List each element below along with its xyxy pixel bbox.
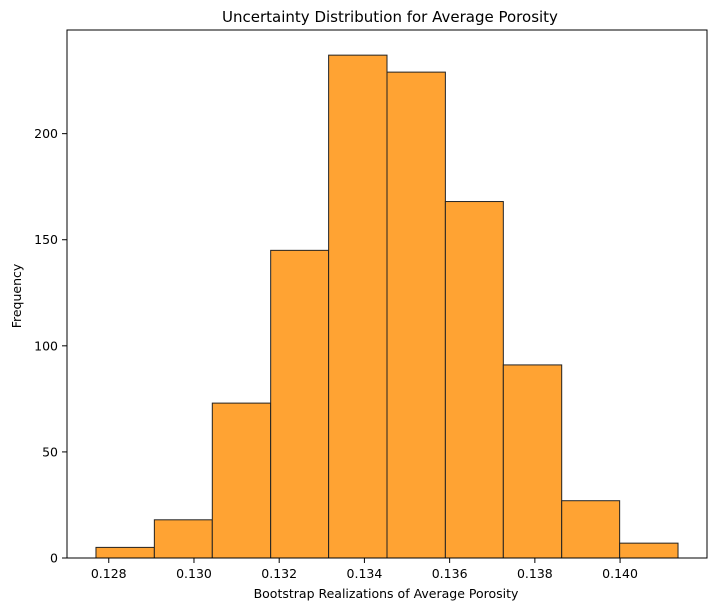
histogram-bar-8 — [561, 500, 621, 559]
y-tick-label: 200 — [34, 126, 58, 141]
plot-frame — [66, 29, 708, 559]
histogram-bar-0 — [95, 546, 155, 559]
x-tick-label: 0.128 — [91, 566, 127, 581]
x-tick-label: 0.138 — [517, 566, 553, 581]
y-axis-ticks: 0 50 100 150 200 — [34, 126, 67, 566]
y-tick-label: 150 — [34, 232, 58, 247]
x-axis-label: Bootstrap Realizations of Average Porosi… — [254, 586, 519, 601]
histogram-bar-1 — [153, 519, 213, 559]
histogram-bar-5 — [386, 71, 446, 559]
x-tick-label: 0.136 — [432, 566, 468, 581]
x-tick-label: 0.130 — [176, 566, 212, 581]
x-tick-label: 0.134 — [347, 566, 383, 581]
chart-title: Uncertainty Distribution for Average Por… — [222, 8, 558, 26]
y-tick-label: 100 — [34, 338, 58, 353]
x-tick-label: 0.140 — [602, 566, 638, 581]
histogram-bar-2 — [211, 402, 272, 559]
histogram-bar-6 — [444, 201, 504, 559]
x-axis-ticks: 0.128 0.130 0.132 0.134 0.136 0.138 0.140 — [91, 558, 638, 581]
histogram-bar-4 — [328, 54, 388, 559]
y-tick-label: 50 — [42, 444, 58, 459]
y-axis-label: Frequency — [9, 263, 24, 328]
bars-layer — [95, 54, 679, 559]
histogram-bar-9 — [619, 542, 679, 559]
histogram-bar-7 — [502, 364, 563, 559]
x-tick-label: 0.132 — [261, 566, 297, 581]
histogram-bar-3 — [270, 249, 330, 559]
y-tick-label: 0 — [50, 551, 58, 566]
